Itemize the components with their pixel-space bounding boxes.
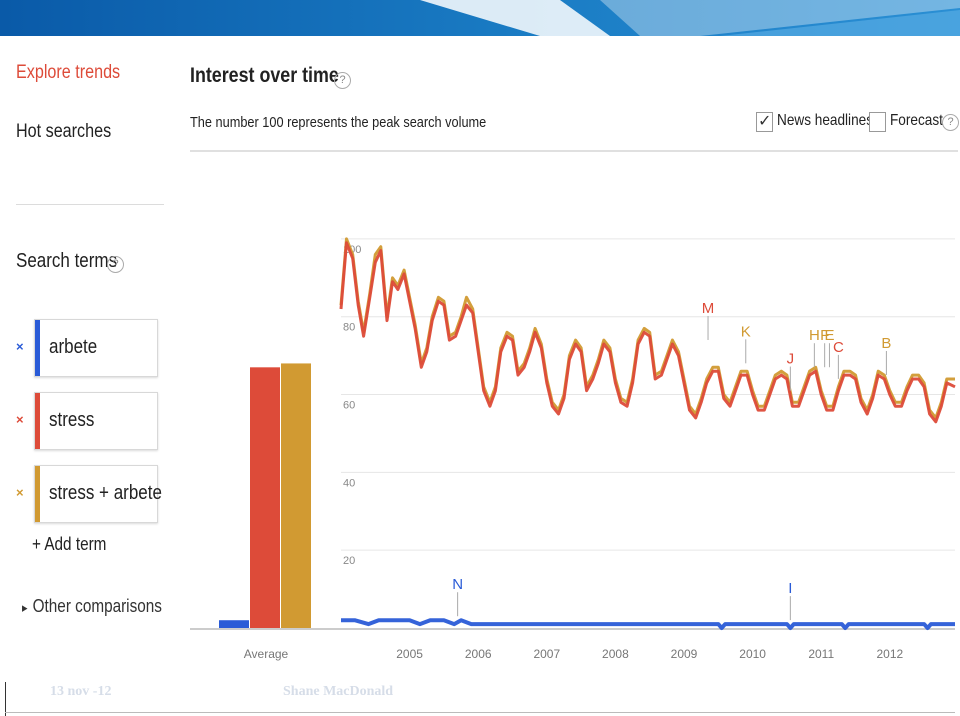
forecast-label: Forecast <box>890 112 943 129</box>
forecast-help-icon[interactable]: ? <box>942 114 959 131</box>
x-tick-label: 2007 <box>533 647 560 661</box>
other-comparisons-label: Other comparisons <box>32 596 162 616</box>
title-help-icon[interactable]: ? <box>334 72 351 89</box>
x-tick-label: 2011 <box>808 647 834 661</box>
header-divider <box>190 150 958 152</box>
term-input-stress[interactable]: stress <box>34 392 158 450</box>
page-subtitle: The number 100 represents the peak searc… <box>190 114 487 131</box>
term-label-stress: stress <box>49 409 95 431</box>
explore-trends-link[interactable]: Explore trends <box>16 62 121 83</box>
top-banner <box>0 0 960 36</box>
term-color-bar-arbete <box>35 320 40 376</box>
search-term-stress-arbete: × stress + arbete <box>16 465 162 523</box>
y-tick-label: 40 <box>343 477 355 489</box>
news-marker-B: B <box>881 335 891 352</box>
term-color-bar-stress <box>35 393 40 449</box>
hot-searches-link[interactable]: Hot searches <box>16 121 112 142</box>
news-marker-J: J <box>787 351 795 368</box>
average-bar-arbete <box>219 620 249 628</box>
series-line-arbete <box>341 618 955 630</box>
y-tick-label: 60 <box>343 400 355 412</box>
news-marker-F: F <box>820 327 829 344</box>
news-marker-E: E <box>824 327 834 344</box>
search-terms-help-icon[interactable]: ? <box>107 256 124 273</box>
y-tick-label: 20 <box>343 555 355 567</box>
y-tick-label: 80 <box>343 322 355 334</box>
news-marker-N: N <box>452 576 463 593</box>
remove-term-arbete-icon[interactable]: × <box>16 339 24 354</box>
news-headlines-checkbox[interactable]: ✓ <box>756 112 773 132</box>
average-bar-stress <box>250 367 280 628</box>
news-headlines-label: News headlines <box>777 112 874 129</box>
footer-author: Shane MacDonald <box>283 684 394 699</box>
average-label: Average <box>244 647 289 661</box>
news-marker-M: M <box>702 300 715 317</box>
x-tick-label: 2012 <box>876 647 903 661</box>
x-tick-label: 2009 <box>671 647 698 661</box>
x-tick-label: 2008 <box>602 647 629 661</box>
series-line-stress <box>339 241 956 424</box>
average-bar-stress-arbete <box>281 363 311 628</box>
series-line-stress-arbete <box>339 237 955 420</box>
add-term-button[interactable]: + Add term <box>32 534 107 554</box>
search-terms-label: Search terms <box>16 250 118 272</box>
search-terms-heading: Search terms <box>16 250 117 273</box>
x-tick-label: 2010 <box>739 647 766 661</box>
other-comparisons-toggle[interactable]: ▸ Other comparisons <box>22 596 162 617</box>
remove-term-stress-arbete-icon[interactable]: × <box>16 485 24 500</box>
sidebar-divider <box>16 204 164 205</box>
forecast-checkbox[interactable] <box>869 112 886 132</box>
x-tick-label: 2006 <box>465 647 492 661</box>
chevron-right-icon: ▸ <box>22 600 28 615</box>
news-marker-H: H <box>809 327 820 344</box>
search-term-stress: × stress <box>16 392 158 450</box>
frame-bottom-line <box>5 712 955 713</box>
term-input-stress-arbete[interactable]: stress + arbete <box>34 465 162 523</box>
frame-left-line <box>5 682 6 716</box>
term-color-bar-stress-arbete <box>35 466 40 522</box>
term-label-arbete: arbete <box>49 336 98 358</box>
remove-term-stress-icon[interactable]: × <box>16 412 24 427</box>
term-label-stress-arbete: stress + arbete <box>49 482 162 504</box>
x-tick-label: 2005 <box>396 647 423 661</box>
news-marker-I: I <box>788 580 792 597</box>
page-title: Interest over time <box>190 64 339 87</box>
term-input-arbete[interactable]: arbete <box>34 319 158 377</box>
news-marker-C: C <box>833 339 844 356</box>
checkmark-icon: ✓ <box>758 113 772 130</box>
footer-date: 13 nov -12 <box>50 684 112 699</box>
news-marker-K: K <box>741 323 751 340</box>
search-term-arbete: × arbete <box>16 319 158 377</box>
